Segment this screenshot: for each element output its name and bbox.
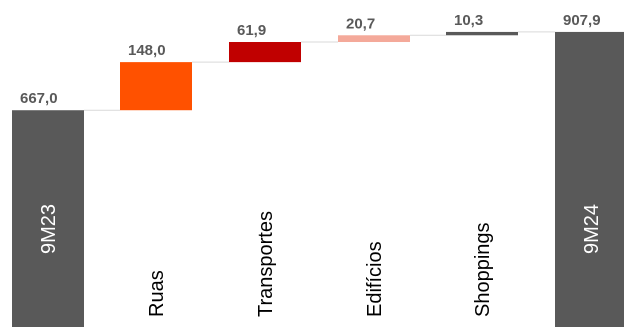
value-label-transportes: 61,9 [237,22,266,39]
category-label-edificios: Edifícios [364,241,386,317]
value-label-shoppings: 10,3 [454,12,483,29]
category-label-transportes: Transportes [255,211,277,317]
value-labels: 667,0 148,0 61,9 20,7 10,3 907,9 [20,12,601,107]
category-label-shoppings: Shoppings [472,222,494,317]
category-label-9m24: 9M24 [581,204,603,254]
connector-lines [84,31,555,111]
bar-edificios [338,35,410,43]
value-label-9m23: 667,0 [20,90,58,107]
value-label-edificios: 20,7 [346,15,375,32]
category-label-ruas: Ruas [146,270,168,317]
category-labels: 9M23 Ruas Transportes Edifícios Shoppings 9M2… [38,204,603,317]
value-label-ruas: 148,0 [128,42,166,59]
bar-transportes [229,42,301,63]
bar-9m23 [12,110,84,327]
value-label-9m24: 907,9 [563,12,601,29]
bars [12,31,624,327]
bar-shoppings [446,31,518,36]
bar-9m24 [555,31,624,327]
bar-ruas [120,62,192,111]
category-label-9m23: 9M23 [38,204,60,254]
